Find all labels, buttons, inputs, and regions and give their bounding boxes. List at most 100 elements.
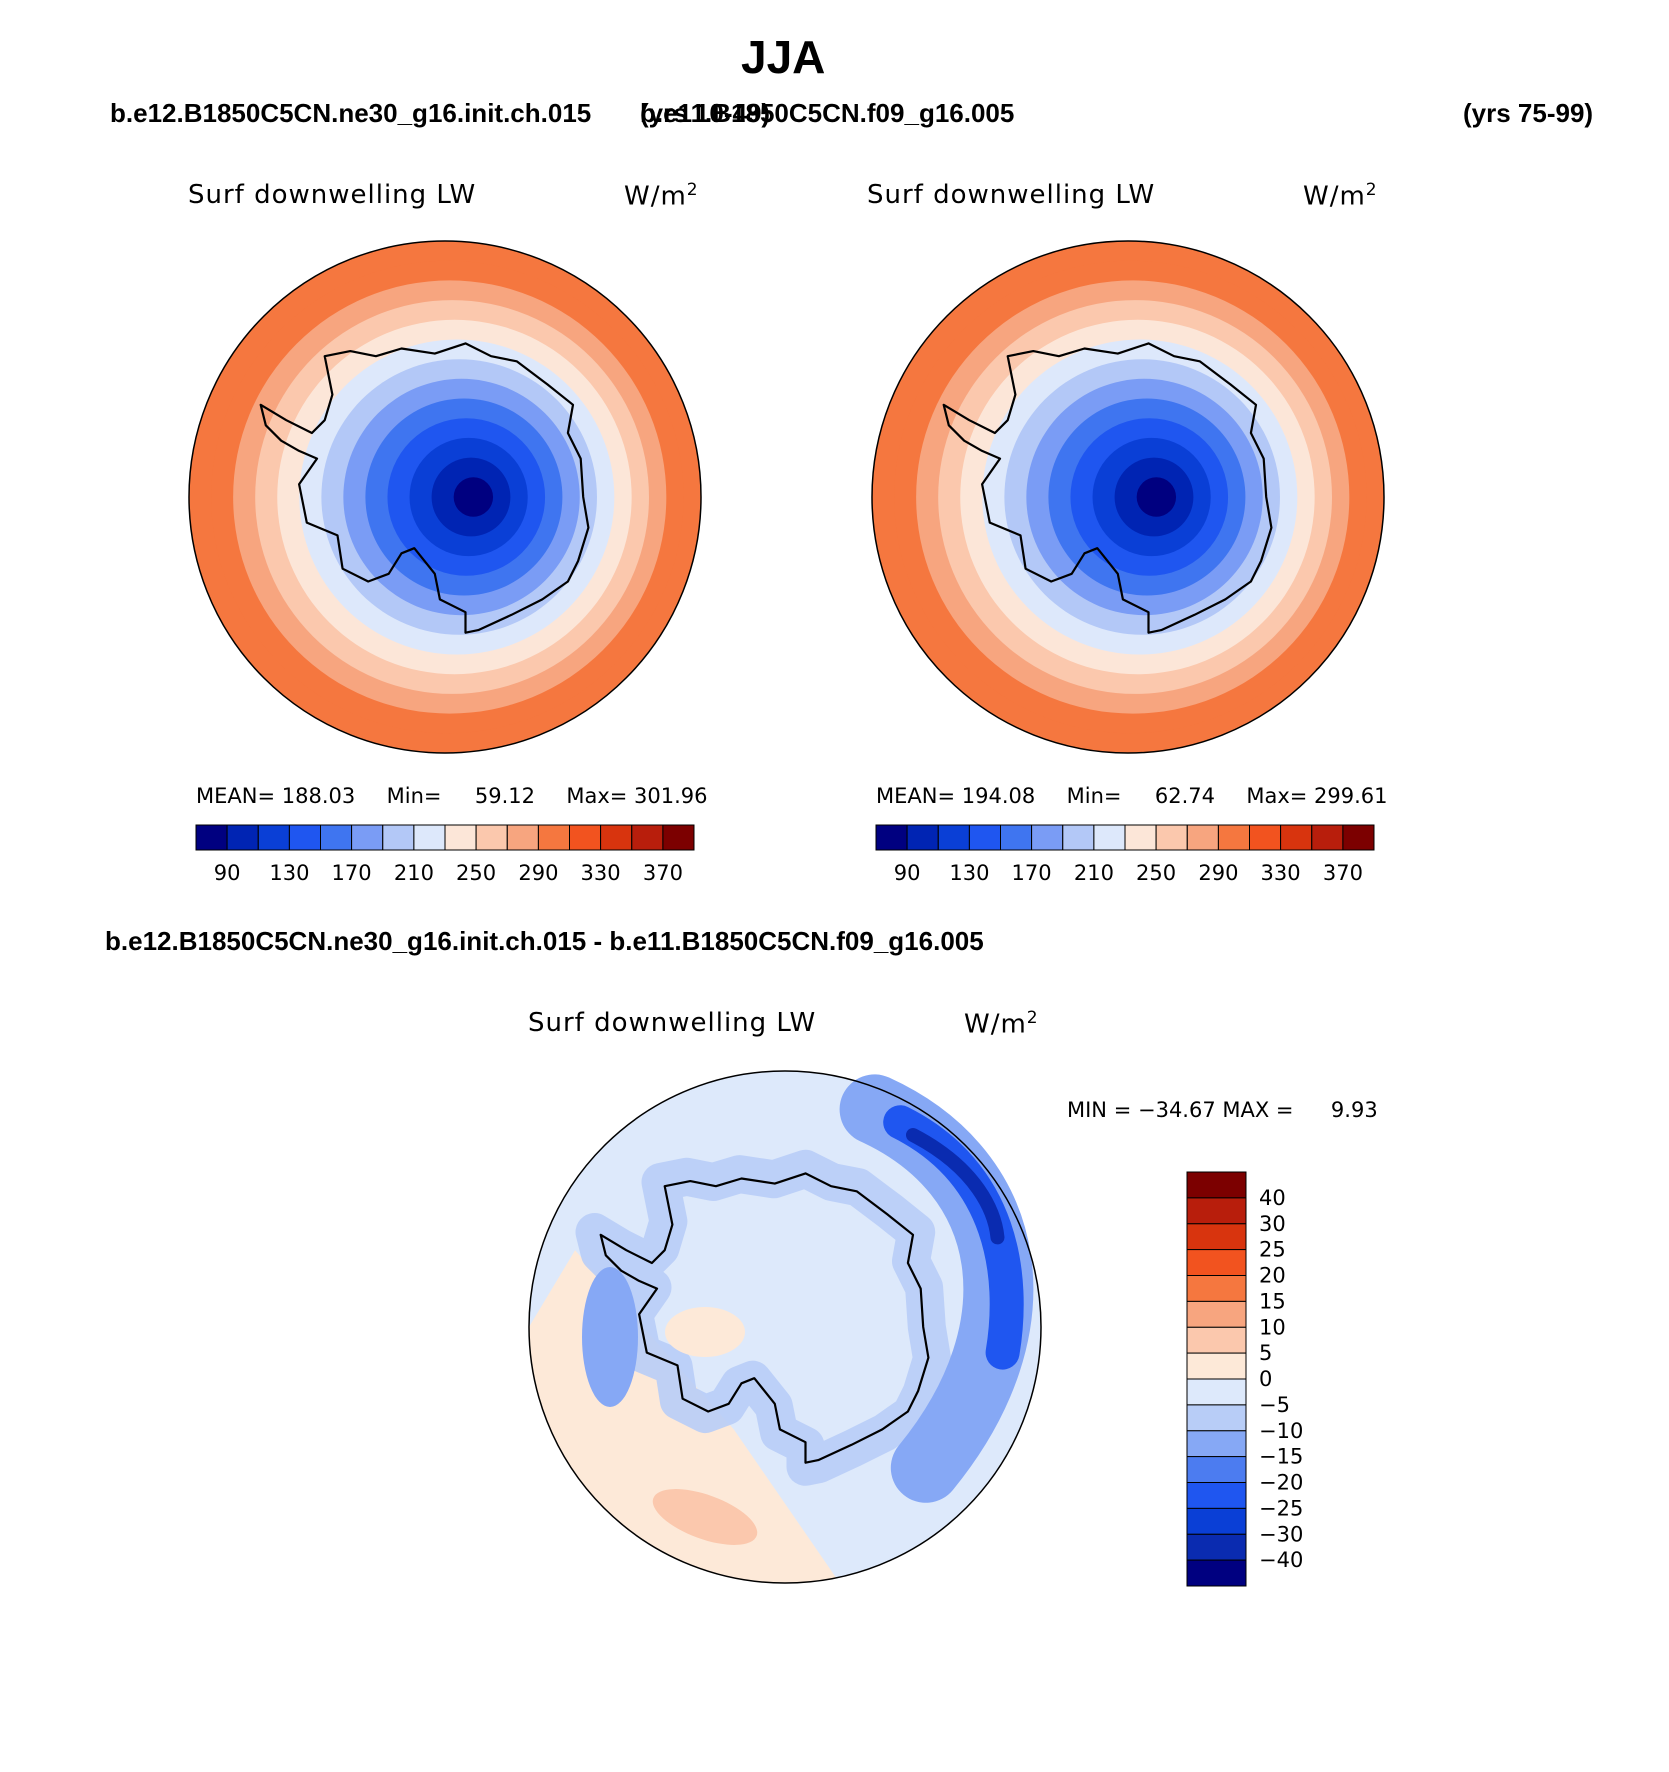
case2-years: (yrs 75-99)	[1463, 98, 1594, 128]
colorbar-box	[1342, 824, 1375, 851]
colorbar-2: 90 130 170 210 250 290 330 370	[875, 824, 1375, 885]
colorbar-box	[1124, 824, 1157, 851]
panel1-max-label: Max=	[566, 784, 628, 808]
colorbar-tick-label: 130	[269, 861, 309, 885]
panel3-max-value: 9.93	[1330, 1098, 1378, 1122]
colorbar-tick-label: −40	[1259, 1548, 1303, 1572]
colorbar-tick-label: −5	[1259, 1393, 1290, 1417]
panel2-min-label: Min=	[1066, 784, 1122, 808]
colorbar-box	[195, 824, 228, 851]
colorbar-box	[569, 824, 602, 851]
colorbar-box	[1186, 1430, 1247, 1458]
panel2-mean-label: MEAN=	[876, 784, 956, 808]
colorbar-box	[875, 824, 908, 851]
panel1-min-value: 59.12	[474, 784, 535, 808]
colorbar-box	[444, 824, 477, 851]
contour-band	[665, 1307, 745, 1357]
colorbar-box	[1311, 824, 1344, 851]
colorbar-tick-label: 5	[1259, 1341, 1272, 1365]
colorbar-tick-label: 290	[518, 861, 558, 885]
colorbar-tick-label: 290	[1198, 861, 1238, 885]
polar-map-1	[188, 240, 702, 754]
colorbar-box	[600, 824, 633, 851]
colorbar-box	[1186, 1275, 1247, 1302]
case1-name: b.e12.B1850C5CN.ne30_g16.init.ch.015	[110, 98, 592, 128]
colorbar-tick-label: 250	[1136, 861, 1176, 885]
colorbar-box	[257, 824, 290, 851]
colorbar-tick-label: −25	[1259, 1496, 1303, 1520]
panel1-units-text: W/m	[624, 181, 687, 212]
map-border	[528, 1070, 1042, 1584]
colorbar-box	[413, 824, 446, 851]
colorbar-tick-label: −30	[1259, 1522, 1303, 1546]
panel1-units: W/m2	[624, 180, 699, 212]
panel2-units-text: W/m	[1303, 181, 1366, 212]
panel3-units-text: W/m	[964, 1009, 1027, 1040]
page-title: JJA	[741, 31, 826, 83]
panel2-units: W/m2	[1303, 180, 1378, 212]
map-border	[871, 240, 1385, 754]
coastline-antarctica	[942, 342, 1273, 634]
map-border	[188, 240, 702, 754]
colorbar-box	[1031, 824, 1064, 851]
panel1-mean-label: MEAN=	[196, 784, 276, 808]
coastline-antarctica	[599, 1172, 930, 1464]
colorbar-box	[662, 824, 695, 851]
colorbar-box	[1186, 1482, 1247, 1509]
panel2-mean-value: 194.08	[961, 784, 1036, 808]
colorbar-tick-label: 15	[1259, 1289, 1286, 1313]
colorbar-box	[1186, 1249, 1247, 1276]
colorbar-tick-label: 10	[1259, 1315, 1286, 1339]
colorbar-box	[475, 824, 508, 851]
colorbar-tick-label: 210	[1074, 861, 1114, 885]
panel3-units: W/m2	[964, 1008, 1039, 1040]
colorbar-tick-label: 210	[394, 861, 434, 885]
colorbar-box	[1186, 1171, 1247, 1199]
panel3-units-exp: 2	[1026, 1008, 1039, 1028]
colorbar-box	[288, 824, 321, 851]
colorbar-box	[1186, 1300, 1247, 1328]
colorbar-tick-label: 330	[1261, 861, 1301, 885]
colorbar-tick-label: −15	[1259, 1445, 1303, 1469]
panel2-units-exp: 2	[1365, 180, 1378, 200]
colorbar-tick-label: 170	[1012, 861, 1052, 885]
colorbar-box	[906, 824, 939, 851]
colorbar-box	[506, 824, 539, 851]
case2-name: b.e11.B1850C5CN.f09_g16.005	[640, 98, 1015, 128]
colorbar-box	[1249, 824, 1282, 851]
colorbar-box	[968, 824, 1002, 851]
colorbar-tick-label: 90	[214, 861, 241, 885]
colorbar-box	[382, 824, 415, 851]
panel2-min-value: 62.74	[1154, 784, 1215, 808]
colorbar-tick-label: 90	[894, 861, 921, 885]
polar-map-2	[871, 240, 1385, 754]
colorbar-box	[631, 824, 664, 851]
colorbar-box	[937, 824, 970, 851]
colorbar-1: 90 130 170 210 250 290 330 370	[195, 824, 695, 885]
panel3-min-value: −34.67	[1137, 1098, 1216, 1122]
colorbar-tick-label: −20	[1259, 1471, 1303, 1495]
contour-band	[453, 477, 494, 517]
case1-years: (yrs 10-49)	[640, 98, 771, 128]
colorbar-box	[1186, 1404, 1247, 1432]
colorbar-tick-label: 0	[1259, 1367, 1272, 1391]
colorbar-tick-label: 170	[332, 861, 372, 885]
colorbar-box	[226, 824, 259, 851]
colorbar-box	[320, 824, 353, 851]
panel1-title: Surf downwelling LW	[188, 180, 477, 210]
colorbar-box	[1186, 1533, 1247, 1561]
colorbar-tick-label: 370	[643, 861, 683, 885]
panel2-max-label: Max=	[1246, 784, 1308, 808]
contour-band	[652, 1489, 758, 1545]
colorbar-tick-label: 130	[949, 861, 989, 885]
colorbar-tick-label: −10	[1259, 1419, 1303, 1443]
colorbar-tick-label: 370	[1323, 861, 1363, 885]
panel2-stats: MEAN= 194.08 Min= 62.74 Max= 299.61	[876, 784, 1388, 808]
polar-map-3	[528, 1070, 1042, 1584]
colorbar-box	[1217, 824, 1251, 851]
panel3-min-label: MIN =	[1067, 1098, 1132, 1122]
colorbar-box	[1186, 1223, 1247, 1251]
panel2-max-value: 299.61	[1314, 784, 1388, 808]
